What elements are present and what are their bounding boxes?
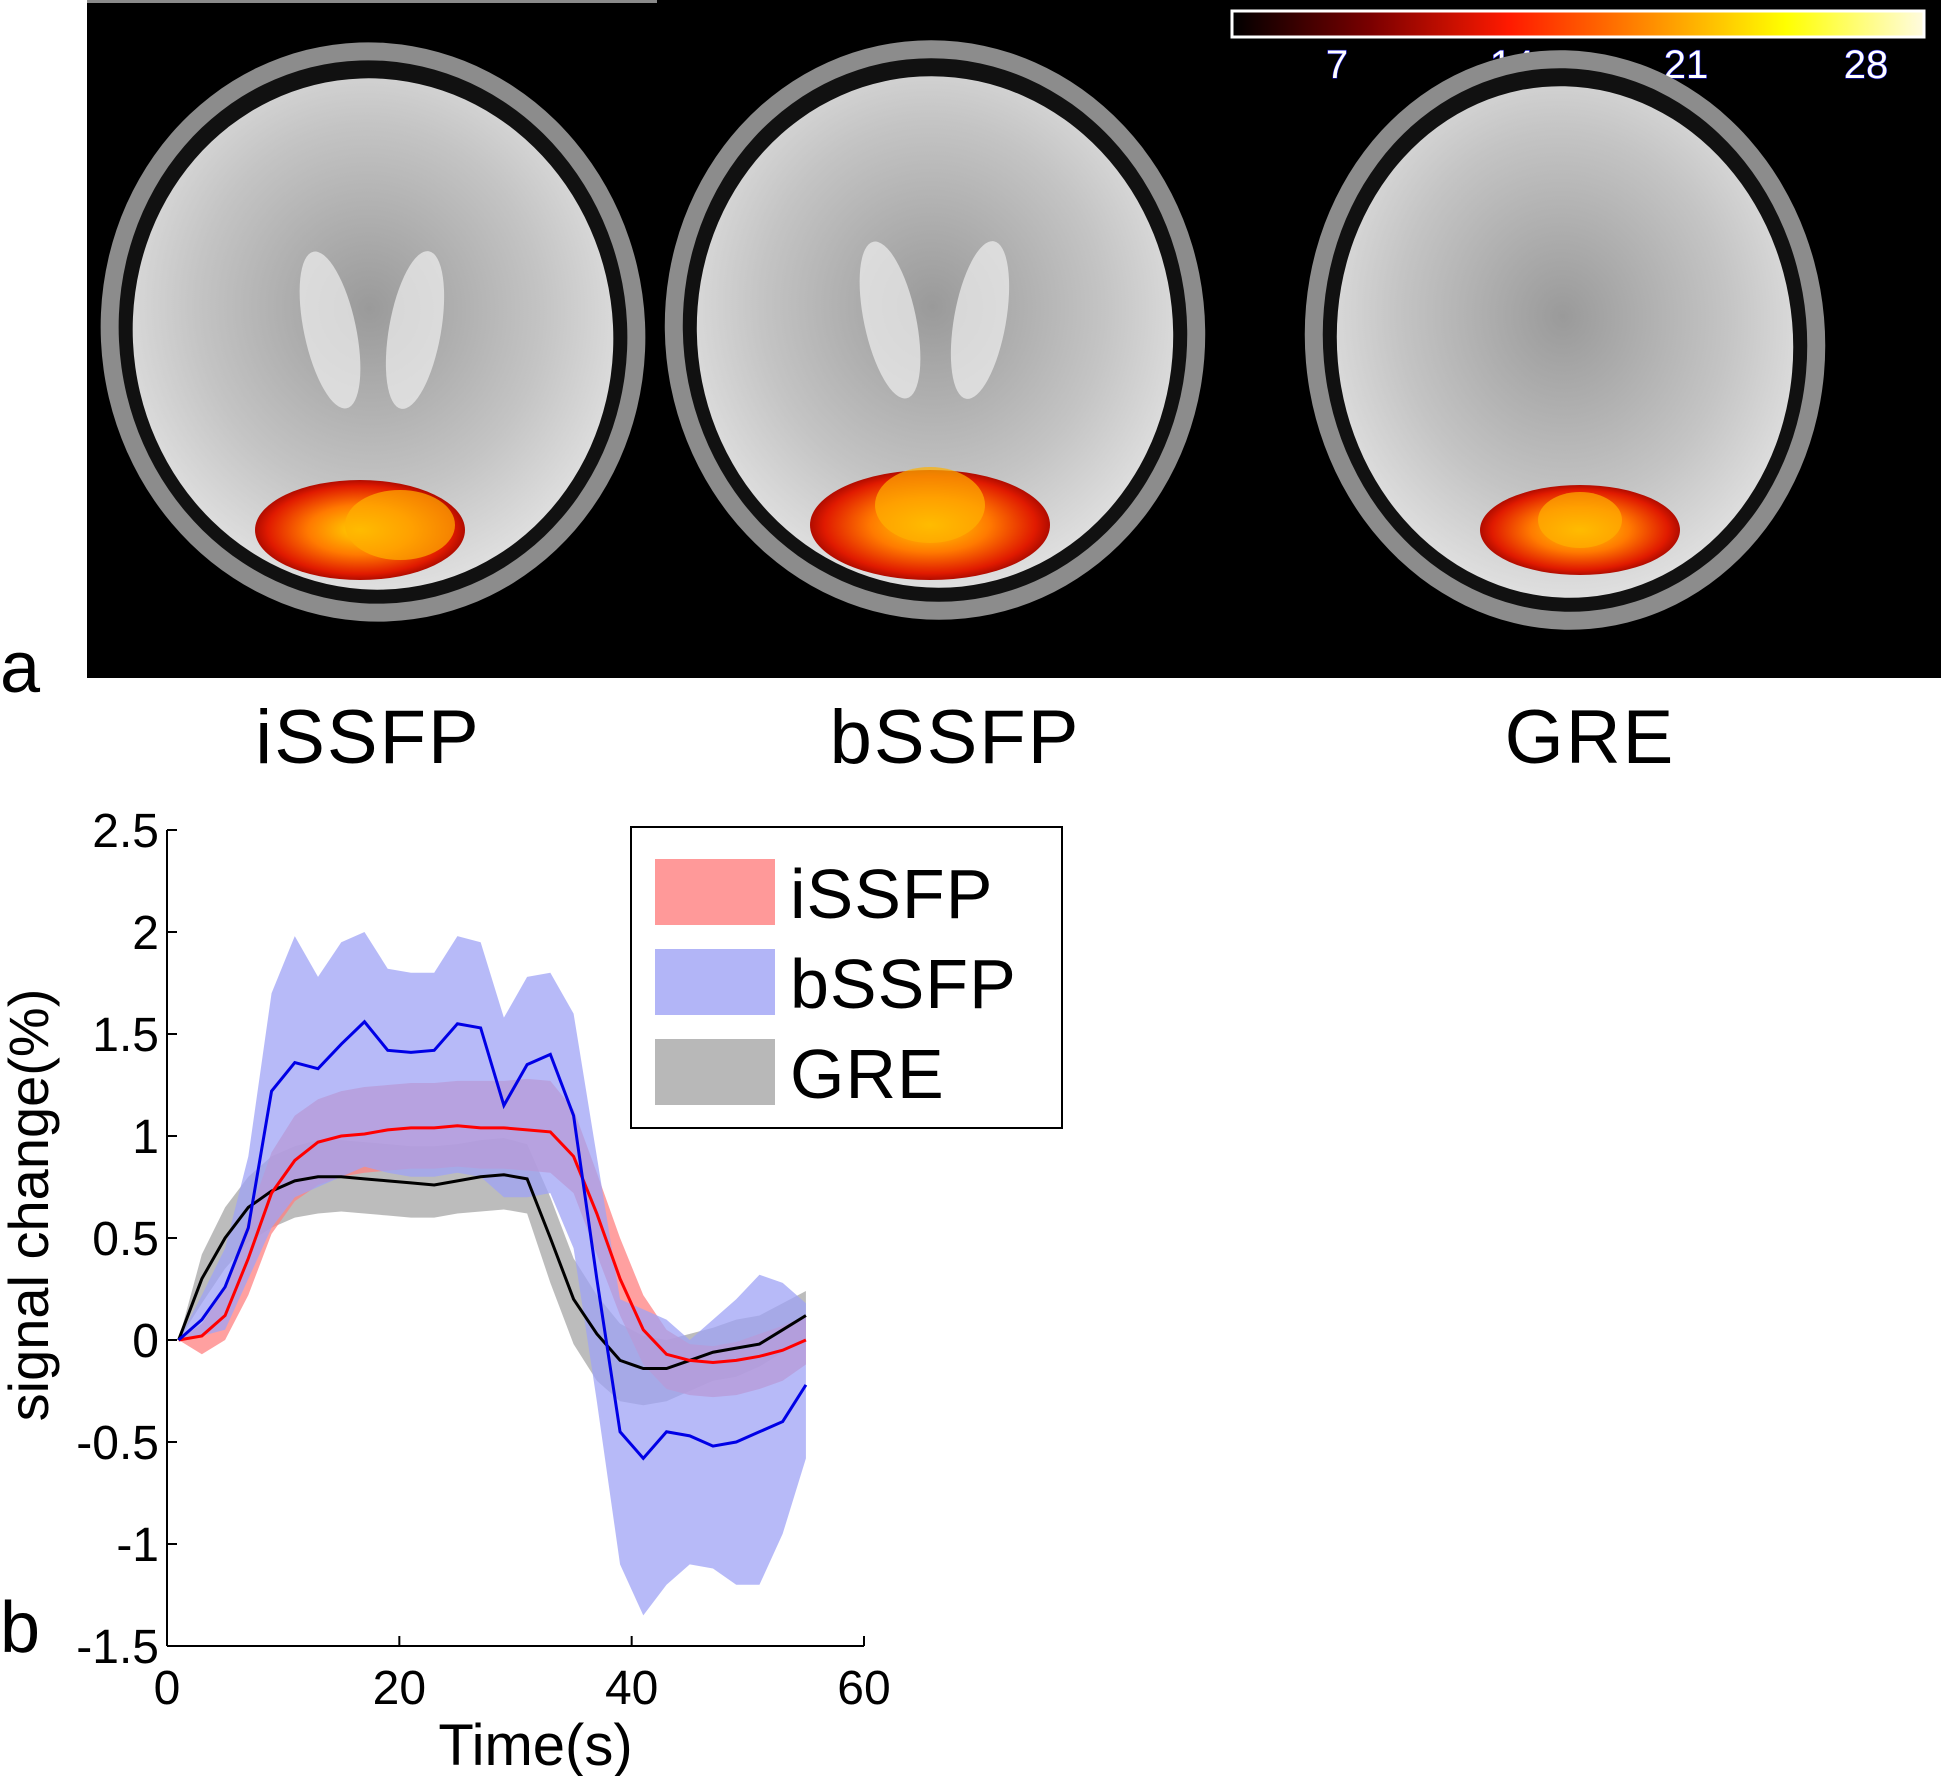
y-tick-label: 0: [132, 1315, 159, 1368]
brain-slice-gre: [1304, 50, 1826, 630]
y-tick-label: 0.5: [92, 1213, 159, 1266]
legend-swatch-issfp: [655, 859, 775, 925]
y-tick-label: 2: [132, 907, 159, 960]
legend-swatch-bssfp: [655, 949, 775, 1015]
y-tick-label: 2.5: [92, 805, 159, 858]
colorbar: [1230, 9, 1926, 39]
scan-label-issfp: iSSFP: [255, 695, 481, 780]
y-tick-label: 1.5: [92, 1009, 159, 1062]
colorbar-tick-label: 21: [1664, 43, 1709, 87]
x-tick-label: 40: [605, 1662, 658, 1715]
legend-label-bssfp: bSSFP: [790, 945, 1017, 1023]
scan-label-gre: GRE: [1504, 695, 1676, 780]
legend-label-issfp: iSSFP: [790, 855, 993, 933]
colorbar-tick-label: 7: [1326, 43, 1348, 87]
y-tick-label: 1: [132, 1111, 159, 1164]
panel-letter-b: b: [0, 1588, 41, 1668]
x-tick-label: 20: [373, 1662, 426, 1715]
brain-slice-bssfp: [664, 40, 1206, 620]
line-gre: [177, 1173, 807, 1371]
y-tick-label: -1.5: [76, 1621, 159, 1674]
scan-label-bssfp: bSSFP: [829, 695, 1081, 780]
x-tick-label: 0: [154, 1662, 181, 1715]
x-tick-label: 60: [837, 1662, 890, 1715]
band-bssfp: [178, 932, 806, 1616]
x-axis-label: Time(s): [438, 1713, 632, 1776]
line-bssfp: [177, 1019, 808, 1461]
y-axis-label: signal change(%): [0, 989, 60, 1422]
legend-label-gre: GRE: [790, 1035, 945, 1113]
line-issfp: [178, 1124, 807, 1364]
brain-slice-issfp: [100, 42, 646, 622]
y-tick-label: -1: [116, 1519, 159, 1572]
legend-swatch-gre: [655, 1039, 775, 1105]
y-tick-label: -0.5: [76, 1417, 159, 1470]
colorbar-tick-label: 28: [1844, 43, 1889, 87]
panel-letter-a: a: [0, 628, 41, 708]
panel-a-brain-maps: 7142128: [87, 0, 1941, 678]
